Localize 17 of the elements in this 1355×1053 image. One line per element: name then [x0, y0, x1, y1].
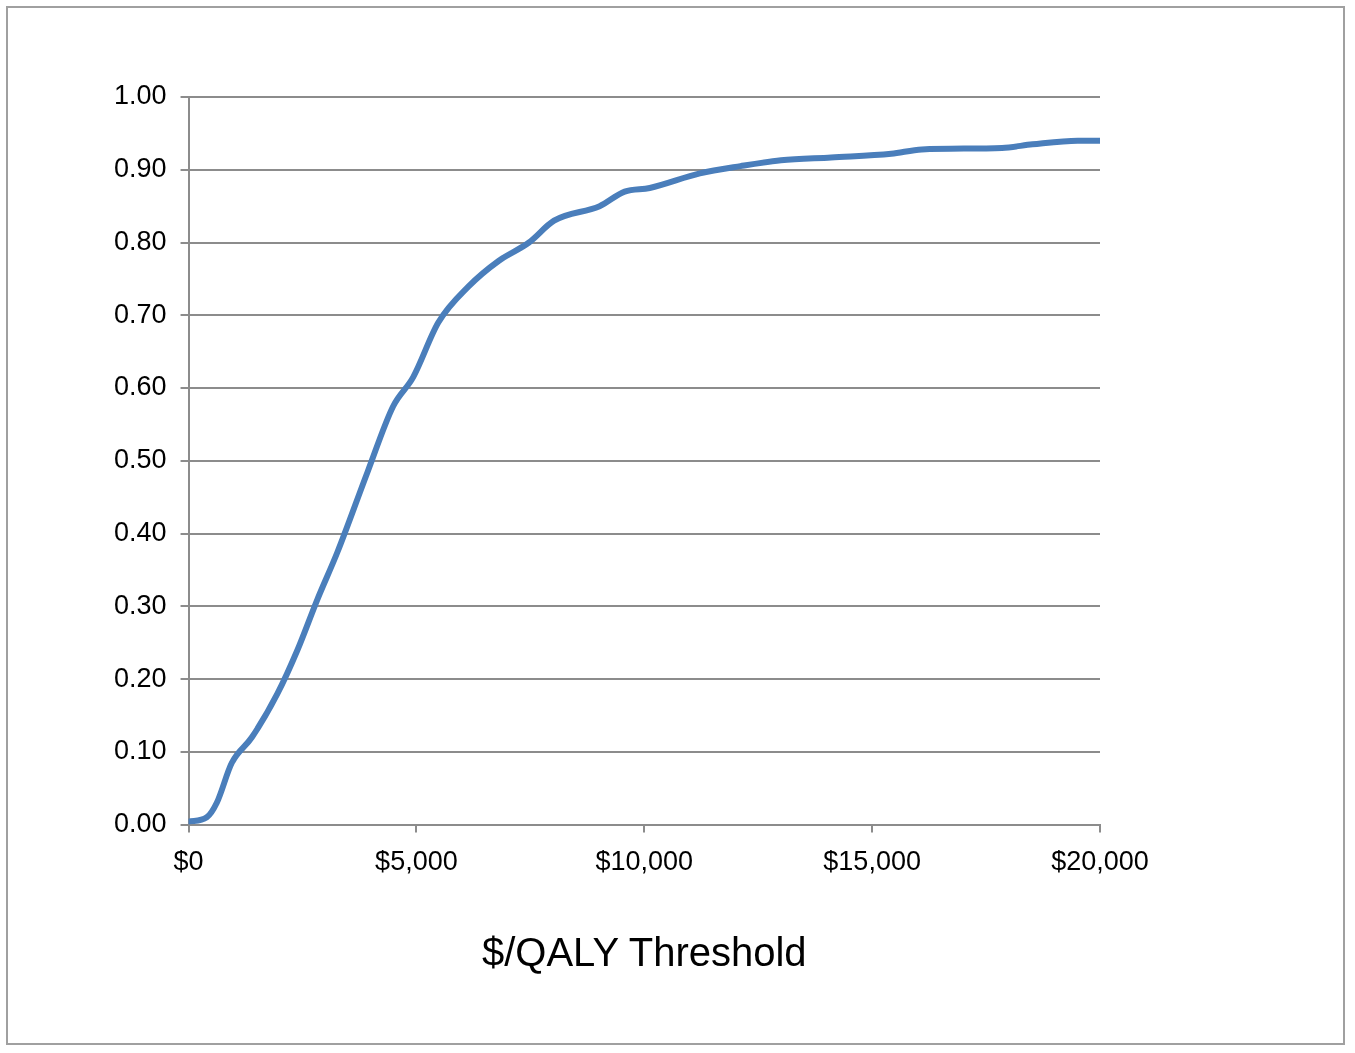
x-tick-label: $20,000	[1051, 846, 1149, 877]
y-tick-label: 0.60	[113, 371, 167, 402]
y-tick-label: 0.40	[113, 517, 167, 548]
y-tick-label: 0.30	[113, 589, 167, 620]
y-tick-label: 0.00	[113, 808, 167, 839]
x-tick-label: $0	[173, 846, 204, 877]
y-tick-label: 0.10	[113, 735, 167, 766]
x-axis-title: $/QALY Threshold	[481, 930, 807, 975]
y-tick-label: 0.80	[113, 225, 167, 256]
y-tick-label: 1.00	[113, 80, 167, 111]
x-tick-label: $10,000	[595, 846, 694, 877]
y-tick-label: 0.90	[113, 153, 167, 184]
x-tick-label: $5,000	[375, 846, 458, 877]
x-tick-label: $15,000	[823, 846, 921, 877]
y-tick-label: 0.70	[113, 298, 167, 329]
y-tick-label: 0.50	[113, 444, 167, 475]
y-tick-label: 0.20	[113, 662, 167, 693]
